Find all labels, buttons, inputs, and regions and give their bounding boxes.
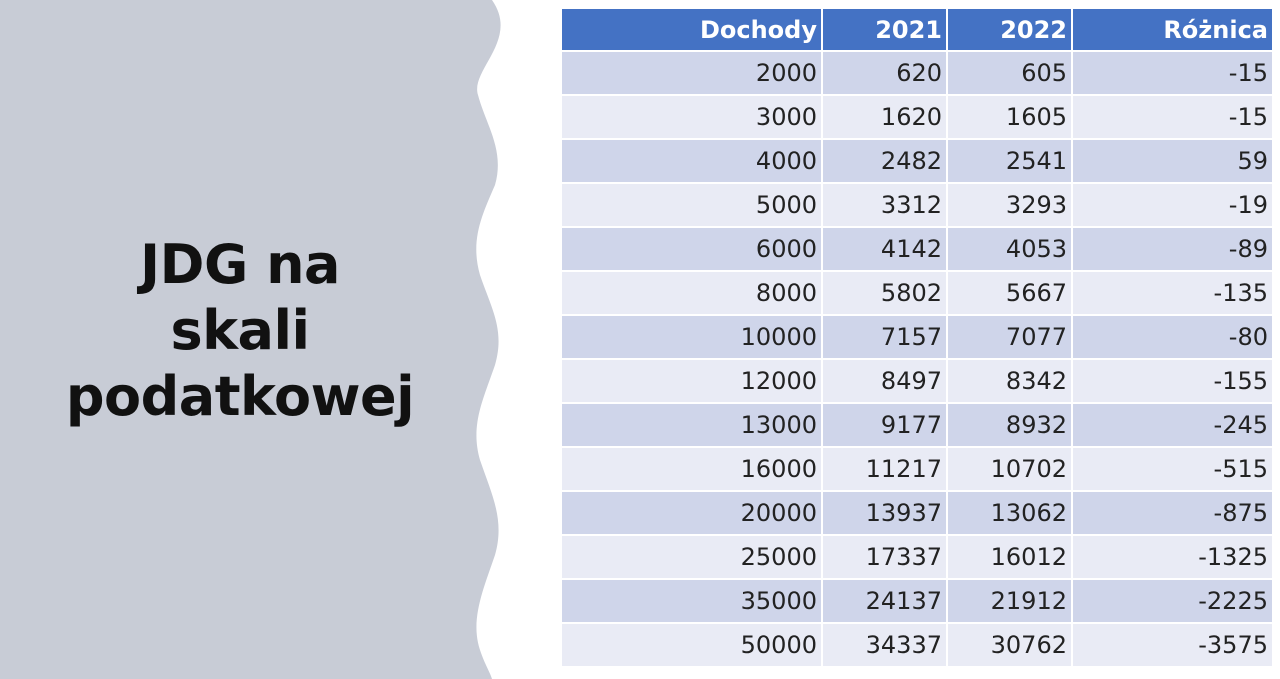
cell-difference: -155	[1072, 359, 1272, 404]
cell-2021: 11217	[822, 447, 948, 492]
cell-2021: 4142	[822, 227, 948, 272]
cell-2022: 8932	[947, 403, 1073, 448]
table-row: 10000 7157 7077 -80	[562, 315, 1272, 360]
header-income: Dochody	[562, 9, 823, 52]
cell-difference: -2225	[1072, 579, 1272, 624]
cell-2021: 9177	[822, 403, 948, 448]
cell-2021: 8497	[822, 359, 948, 404]
income-tax-table: Dochody 2021 2022 Różnica 2000 620 605 -…	[562, 9, 1272, 668]
cell-difference: -80	[1072, 315, 1272, 360]
slide-title: JDG na skali podatkowej	[40, 232, 440, 430]
cell-2022: 605	[947, 51, 1073, 96]
cell-2022: 13062	[947, 491, 1073, 536]
cell-income: 5000	[562, 183, 823, 228]
table-row: 6000 4142 4053 -89	[562, 227, 1272, 272]
cell-income: 6000	[562, 227, 823, 272]
cell-2021: 3312	[822, 183, 948, 228]
table-row: 4000 2482 2541 59	[562, 139, 1272, 184]
cell-income: 20000	[562, 491, 823, 536]
cell-income: 25000	[562, 535, 823, 580]
table-row: 3000 1620 1605 -15	[562, 95, 1272, 140]
cell-2021: 17337	[822, 535, 948, 580]
cell-income: 3000	[562, 95, 823, 140]
cell-difference: -19	[1072, 183, 1272, 228]
cell-difference: -515	[1072, 447, 1272, 492]
cell-difference: -245	[1072, 403, 1272, 448]
cell-difference: -135	[1072, 271, 1272, 316]
table-row: 50000 34337 30762 -3575	[562, 623, 1272, 668]
title-line-3: podatkowej	[65, 365, 415, 428]
cell-2021: 1620	[822, 95, 948, 140]
cell-income: 50000	[562, 623, 823, 668]
cell-2022: 10702	[947, 447, 1073, 492]
cell-income: 4000	[562, 139, 823, 184]
cell-2022: 30762	[947, 623, 1073, 668]
cell-income: 12000	[562, 359, 823, 404]
cell-2022: 21912	[947, 579, 1073, 624]
cell-difference: -1325	[1072, 535, 1272, 580]
table-row: 2000 620 605 -15	[562, 51, 1272, 96]
cell-2021: 7157	[822, 315, 948, 360]
table-row: 25000 17337 16012 -1325	[562, 535, 1272, 580]
cell-income: 2000	[562, 51, 823, 96]
title-line-1: JDG na	[140, 233, 340, 296]
cell-2021: 34337	[822, 623, 948, 668]
cell-difference: -89	[1072, 227, 1272, 272]
cell-income: 10000	[562, 315, 823, 360]
table-row: 16000 11217 10702 -515	[562, 447, 1272, 492]
header-difference: Różnica	[1072, 9, 1272, 52]
wavy-panel-shape	[0, 0, 501, 679]
cell-income: 8000	[562, 271, 823, 316]
cell-2022: 4053	[947, 227, 1073, 272]
cell-2021: 24137	[822, 579, 948, 624]
cell-2022: 16012	[947, 535, 1073, 580]
cell-2022: 5667	[947, 271, 1073, 316]
cell-2021: 5802	[822, 271, 948, 316]
title-line-2: skali	[170, 299, 310, 362]
cell-income: 35000	[562, 579, 823, 624]
cell-difference: -15	[1072, 51, 1272, 96]
cell-income: 16000	[562, 447, 823, 492]
cell-income: 13000	[562, 403, 823, 448]
cell-difference: 59	[1072, 139, 1272, 184]
cell-2021: 2482	[822, 139, 948, 184]
cell-2021: 620	[822, 51, 948, 96]
table-row: 12000 8497 8342 -155	[562, 359, 1272, 404]
table-row: 5000 3312 3293 -19	[562, 183, 1272, 228]
cell-2022: 3293	[947, 183, 1073, 228]
header-2021: 2021	[822, 9, 948, 52]
cell-2022: 2541	[947, 139, 1073, 184]
cell-2022: 7077	[947, 315, 1073, 360]
table-row: 8000 5802 5667 -135	[562, 271, 1272, 316]
header-2022: 2022	[947, 9, 1073, 52]
table-row: 20000 13937 13062 -875	[562, 491, 1272, 536]
table-header-row: Dochody 2021 2022 Różnica	[562, 9, 1272, 52]
cell-difference: -15	[1072, 95, 1272, 140]
table-row: 13000 9177 8932 -245	[562, 403, 1272, 448]
table-row: 35000 24137 21912 -2225	[562, 579, 1272, 624]
side-panel: JDG na skali podatkowej	[0, 0, 520, 679]
cell-difference: -3575	[1072, 623, 1272, 668]
cell-difference: -875	[1072, 491, 1272, 536]
cell-2021: 13937	[822, 491, 948, 536]
cell-2022: 8342	[947, 359, 1073, 404]
cell-2022: 1605	[947, 95, 1073, 140]
